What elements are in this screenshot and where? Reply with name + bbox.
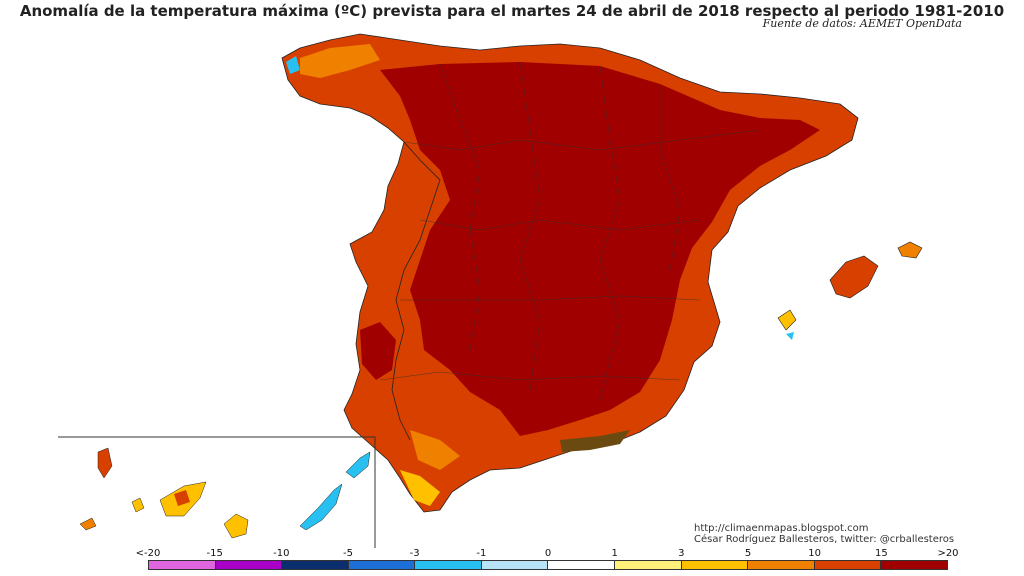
menorca <box>897 241 923 259</box>
legend-tick-label: -15 <box>206 548 223 559</box>
credits-author: César Rodríguez Ballesteros, twitter: @c… <box>694 534 955 545</box>
canary-inset-frame <box>58 436 376 548</box>
legend-swatch <box>681 561 749 569</box>
legend-tick-label: 1 <box>611 548 618 559</box>
legend-bar <box>148 560 948 570</box>
legend-swatch <box>415 561 482 569</box>
province-borders <box>379 61 761 401</box>
anomaly-zone-extreme <box>560 430 630 452</box>
data-source: Fuente de datos: AEMET OpenData <box>762 17 962 30</box>
legend-tick-label: 5 <box>744 548 752 559</box>
legend-tick-label: -1 <box>476 548 487 559</box>
anomaly-zone-mild-north <box>300 44 380 78</box>
legend-tick-label: -5 <box>343 548 353 559</box>
legend-swatch <box>748 561 815 569</box>
gran-canaria <box>223 513 249 539</box>
tenerife-core <box>174 490 190 506</box>
anomaly-zone-mild-south <box>410 430 460 470</box>
anomaly-zone-cool-coast <box>286 56 300 74</box>
legend-tick-label: 3 <box>678 548 685 559</box>
color-legend: <-20 -15 -10 -5 -3 -1 0 1 3 5 10 15 >20 <box>136 548 959 572</box>
legend-swatch <box>282 561 349 569</box>
legend-swatch <box>615 561 682 569</box>
legend-swatch <box>215 561 283 569</box>
legend-swatch <box>814 561 882 569</box>
legend-swatch <box>149 561 216 569</box>
legend-swatch <box>548 561 616 569</box>
ibiza <box>777 309 797 331</box>
anomaly-zone-light-south <box>400 470 440 506</box>
legend-swatch <box>348 561 416 569</box>
portugal-border <box>391 141 441 441</box>
legend-tick-label: -10 <box>273 548 290 559</box>
legend-swatch <box>481 561 549 569</box>
el-hierro <box>79 517 97 531</box>
anomaly-zone-strong-west <box>360 322 396 380</box>
credits: http://climaenmapas.blogspot.com César R… <box>694 523 954 545</box>
legend-tick-label: 0 <box>544 548 552 559</box>
legend-labels: <-20 -15 -10 -5 -3 -1 0 1 3 5 10 15 >20 <box>136 548 959 560</box>
la-palma <box>97 447 113 479</box>
legend-tick-label: -3 <box>409 548 420 559</box>
anomaly-zone-strong <box>380 62 820 436</box>
legend-tick-label: <-20 <box>135 548 161 559</box>
map-title: Anomalía de la temperatura máxima (ºC) p… <box>19 2 1005 20</box>
mallorca <box>829 255 879 299</box>
legend-tick-label: >20 <box>937 548 959 559</box>
la-gomera <box>131 497 145 513</box>
legend-tick-label: 15 <box>874 548 888 559</box>
formentera <box>786 332 794 340</box>
legend-swatch <box>881 561 947 569</box>
legend-tick-label: 10 <box>808 548 822 559</box>
lanzarote <box>345 451 371 479</box>
fuerteventura <box>299 483 343 531</box>
credits-blog: http://climaenmapas.blogspot.com <box>694 523 869 534</box>
